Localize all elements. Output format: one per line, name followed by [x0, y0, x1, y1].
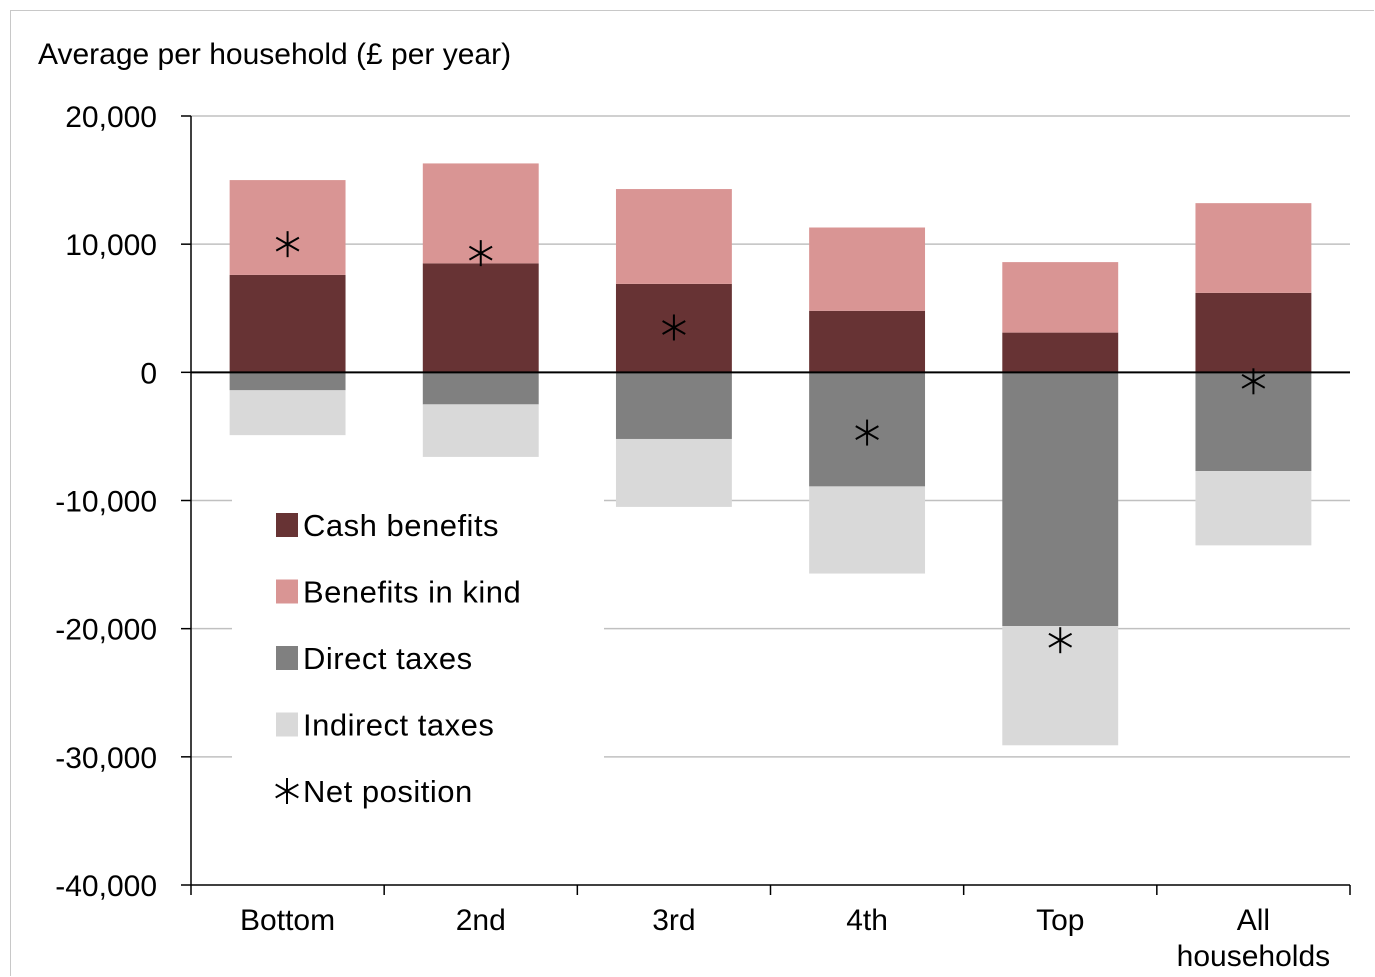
bar-direct-taxes-3rd: [615, 372, 732, 439]
legend: Cash benefits Benefits in kind Direct taxe…: [275, 508, 521, 809]
legend-label-benefits-in-kind: Benefits in kind: [303, 575, 521, 610]
legend-label-indirect-taxes: Indirect taxes: [303, 708, 494, 743]
bar-direct-taxes-2nd: [422, 372, 539, 405]
bar-indirect-taxes-all-households: [1195, 471, 1312, 546]
bar-benefits-in-kind-top: [1002, 262, 1119, 333]
bar-cash-benefits-bottom: [229, 274, 346, 373]
net-position-marker-2nd: [468, 240, 493, 267]
bar-direct-taxes-top: [1002, 372, 1119, 627]
legend-swatch-net-position: [275, 778, 299, 804]
x-tick-label: Top: [1036, 904, 1084, 937]
bar-cash-benefits-2nd: [422, 263, 539, 373]
bar-benefits-in-kind-all-households: [1195, 203, 1312, 293]
x-tick-label: 2nd: [456, 904, 506, 937]
bar-direct-taxes-bottom: [229, 372, 346, 391]
bar-benefits-in-kind-3rd: [615, 189, 732, 284]
y-axis-title: Average per household (£ per year): [38, 38, 511, 71]
y-tick-label: 20,000: [65, 101, 157, 134]
legend-swatch-cash-benefits: [276, 513, 298, 537]
net-position-marker-bottom: [275, 231, 300, 258]
x-tick-label: Bottom: [240, 904, 335, 937]
legend-swatch-indirect-taxes: [276, 712, 298, 737]
bar-benefits-in-kind-bottom: [229, 180, 346, 275]
bar-indirect-taxes-3rd: [615, 438, 732, 507]
bar-cash-benefits-top: [1002, 332, 1119, 373]
bar-indirect-taxes-bottom: [229, 390, 346, 436]
legend-swatch-direct-taxes: [276, 646, 298, 670]
legend-label-direct-taxes: Direct taxes: [303, 641, 473, 676]
x-tick-label: 3rd: [652, 904, 695, 937]
x-tick-label: 4th: [846, 904, 888, 937]
bar-cash-benefits-all-households: [1195, 292, 1312, 373]
net-position-marker-top: [1048, 627, 1073, 654]
y-tick-label: 10,000: [65, 229, 157, 262]
legend-swatch-benefits-in-kind: [276, 579, 298, 604]
y-tick-label: 0: [140, 357, 157, 390]
legend-label-net-position: Net position: [303, 774, 473, 809]
axes: 20,000 10,000 0 -10,000 -20,000 -30,000 -40,00…: [55, 101, 1351, 973]
net-position-markers: [275, 231, 1266, 654]
y-tick-label: -40,000: [55, 870, 157, 903]
legend-label-cash-benefits: Cash benefits: [303, 508, 499, 543]
y-tick-label: -20,000: [55, 614, 157, 647]
bar-benefits-in-kind-4th: [809, 227, 926, 311]
bar-cash-benefits-4th: [809, 310, 926, 373]
y-tick-label: -10,000: [55, 486, 157, 519]
bar-indirect-taxes-4th: [809, 486, 926, 574]
y-tick-label: -30,000: [55, 742, 157, 775]
net-position-marker-4th: [855, 419, 879, 446]
net-position-marker-3rd: [662, 314, 686, 341]
x-tick-label: All households: [1177, 904, 1330, 973]
net-position-marker-all-households: [1241, 368, 1266, 395]
bar-indirect-taxes-2nd: [422, 404, 539, 457]
